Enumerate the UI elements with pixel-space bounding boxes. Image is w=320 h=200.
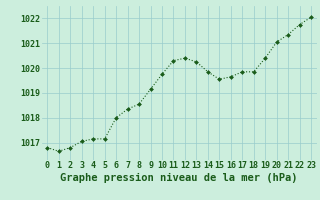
X-axis label: Graphe pression niveau de la mer (hPa): Graphe pression niveau de la mer (hPa) [60,173,298,183]
